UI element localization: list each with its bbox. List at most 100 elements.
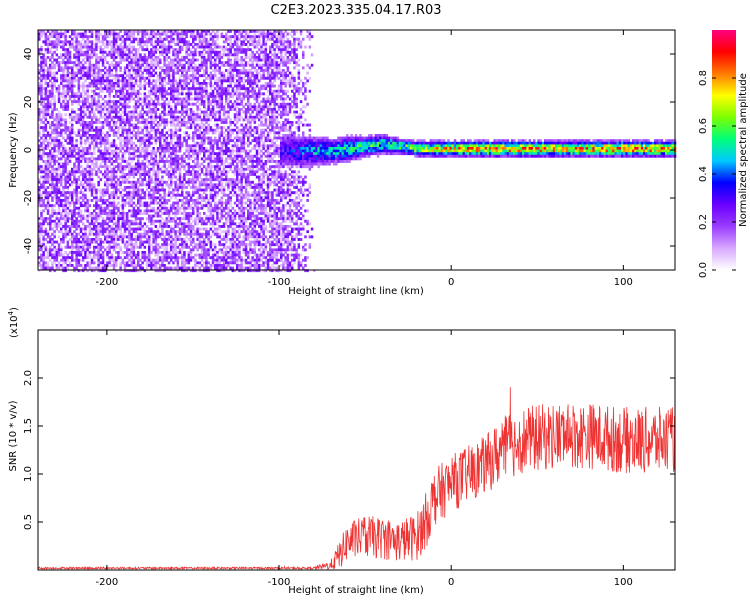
spectrogram-cell bbox=[174, 118, 177, 122]
spectrogram-cell bbox=[139, 102, 142, 106]
spectrogram-cell bbox=[84, 264, 87, 267]
spectrogram-cell bbox=[46, 66, 50, 70]
spectrogram-cell bbox=[115, 110, 118, 114]
spectrogram-cell bbox=[156, 160, 160, 163]
spectrogram-cell bbox=[90, 175, 94, 179]
spectrogram-cell bbox=[152, 165, 155, 169]
spectrogram-cell bbox=[121, 173, 125, 176]
spectrogram-cell bbox=[99, 45, 103, 49]
spectrogram-cell bbox=[95, 136, 98, 140]
spectrogram-cell bbox=[49, 92, 52, 96]
spectrogram-cell bbox=[152, 53, 155, 57]
spectrogram-cell bbox=[194, 204, 197, 208]
spectrogram-cell bbox=[194, 79, 197, 83]
spectrogram-cell bbox=[163, 266, 166, 270]
spectrogram-cell bbox=[68, 136, 72, 140]
spectrogram-cell bbox=[40, 30, 43, 33]
spectrogram-cell bbox=[90, 123, 94, 127]
spectrogram-cell bbox=[99, 214, 103, 218]
spectrogram-cell bbox=[86, 40, 89, 44]
spectrogram-cell bbox=[148, 186, 151, 189]
spectrogram-cell bbox=[170, 35, 173, 39]
spectrogram-cell bbox=[123, 173, 127, 176]
spectrogram-cell bbox=[101, 154, 105, 158]
spectrogram-cell bbox=[97, 227, 100, 231]
spectrogram-cell bbox=[187, 266, 191, 270]
spectrogram-cell bbox=[143, 175, 147, 179]
spectrogram-cell bbox=[55, 63, 59, 67]
spectrogram-cell bbox=[110, 232, 114, 236]
spectrogram-cell bbox=[143, 245, 147, 249]
spectrogram-cell bbox=[187, 48, 191, 52]
spectrogram-cell bbox=[84, 126, 87, 130]
spectrogram-cell bbox=[159, 204, 162, 208]
spectrogram-cell bbox=[90, 136, 94, 140]
spectrogram-cell bbox=[88, 204, 92, 208]
spectrogram-cell bbox=[108, 160, 111, 163]
spectrogram-cell bbox=[163, 102, 166, 106]
spectrogram-cell bbox=[40, 201, 43, 205]
spectrogram-cell bbox=[57, 245, 61, 249]
spectrogram-cell bbox=[189, 115, 193, 119]
spectrogram-cell bbox=[170, 37, 173, 41]
spectrogram-cell bbox=[192, 170, 195, 174]
spectrogram-cell bbox=[176, 87, 180, 91]
spectrogram-cell bbox=[126, 128, 129, 132]
spectrogram-cell bbox=[178, 217, 182, 221]
spectrogram-cell bbox=[174, 123, 177, 127]
spectrogram-cell bbox=[183, 245, 186, 249]
spectrogram-cell bbox=[119, 212, 122, 215]
spectrogram-cell bbox=[198, 256, 202, 260]
spectrogram-cell bbox=[121, 219, 125, 223]
spectrogram-cell bbox=[156, 128, 160, 132]
spectrogram-cell bbox=[159, 131, 162, 135]
spectrogram-cell bbox=[90, 199, 94, 202]
spectrogram-cell bbox=[99, 102, 103, 106]
spectrogram-cell bbox=[123, 152, 127, 156]
spectrogram-cell bbox=[139, 204, 142, 208]
spectrogram-cell bbox=[53, 45, 56, 49]
spectrogram-cell bbox=[66, 74, 70, 78]
spectrogram-cell bbox=[165, 69, 169, 72]
spectrogram-cell bbox=[49, 154, 52, 158]
spectrogram-cell bbox=[57, 134, 61, 137]
spectrogram-cell bbox=[126, 30, 129, 33]
spectrogram-cell bbox=[57, 212, 61, 215]
spectrogram-cell bbox=[42, 245, 45, 249]
spectrogram-cell bbox=[145, 238, 149, 241]
spectrogram-cell bbox=[60, 214, 63, 218]
spectrogram-cell bbox=[194, 170, 197, 174]
spectrogram-cell bbox=[185, 121, 188, 124]
spectrogram-cell bbox=[49, 35, 52, 39]
spectrogram-cell bbox=[112, 123, 116, 127]
spectrogram-cell bbox=[203, 128, 206, 132]
spectrogram-cell bbox=[163, 123, 166, 127]
spectrogram-cell bbox=[192, 212, 195, 215]
spectrogram-cell bbox=[176, 149, 180, 153]
spectrogram-cell bbox=[86, 66, 89, 70]
spectrogram-cell bbox=[64, 175, 67, 179]
spectrogram-cell bbox=[176, 178, 180, 182]
spectrogram-cell bbox=[119, 136, 122, 140]
spectrogram-cell bbox=[176, 225, 180, 228]
spectrogram-cell bbox=[126, 191, 129, 195]
spectrogram-cell bbox=[163, 100, 166, 104]
spectrogram-cell bbox=[154, 157, 158, 161]
spectrogram-cell bbox=[117, 253, 120, 257]
spectrogram-cell bbox=[64, 225, 67, 228]
spectrogram-cell bbox=[200, 35, 204, 39]
spectrogram-cell bbox=[137, 253, 140, 257]
spectrogram-cell bbox=[161, 66, 164, 70]
spectrogram-cell bbox=[181, 69, 184, 72]
spectrogram-cell bbox=[117, 165, 120, 169]
spectrogram-cell bbox=[203, 173, 206, 176]
spectrogram-cell bbox=[128, 264, 131, 267]
spectrogram-cell bbox=[71, 225, 74, 228]
spectrogram-cell bbox=[51, 157, 54, 161]
spectrogram-cell bbox=[174, 225, 177, 228]
spectrogram-cell bbox=[139, 76, 142, 80]
spectrogram-cell bbox=[172, 48, 175, 52]
spectrogram-cell bbox=[189, 230, 193, 234]
spectrogram-cell bbox=[93, 66, 96, 70]
spectrogram-cell bbox=[123, 232, 127, 236]
